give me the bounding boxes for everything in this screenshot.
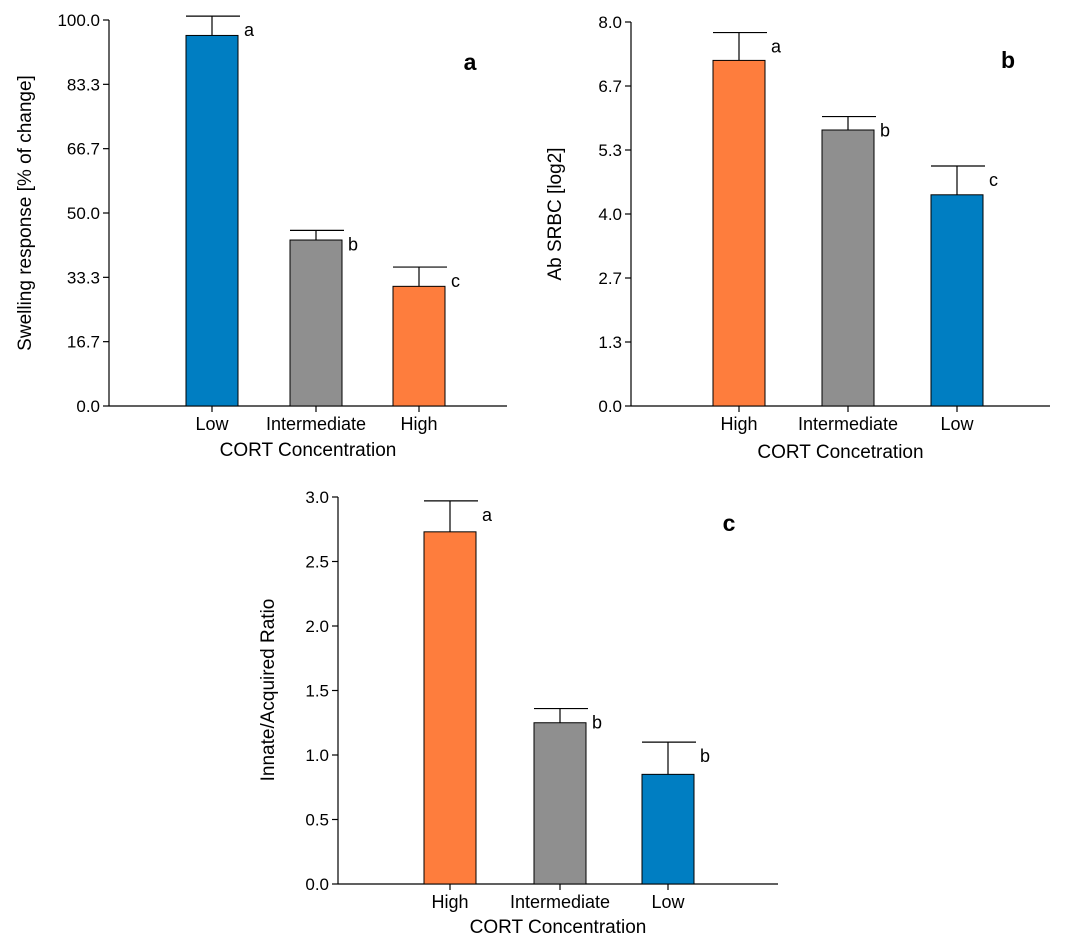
y-tick-label: 3.0 [305,488,329,507]
y-tick-label: 2.0 [305,617,329,636]
y-tick-label: 4.0 [598,205,622,224]
significance-letter: a [482,505,493,525]
significance-letter: b [348,234,358,254]
x-tick-label: Low [195,414,229,434]
significance-letter: c [989,170,998,190]
y-tick-label: 0.5 [305,811,329,830]
y-tick-label: 2.7 [598,269,622,288]
y-tick-label: 1.0 [305,746,329,765]
chart-panel-c: 0.0 0.5 1.0 1.5 2.0 2.5 3.0 a High b Intermediate b… [258,488,778,936]
significance-letter: c [451,271,460,291]
significance-letter: b [880,121,890,141]
y-tick-label: 50.0 [67,204,100,223]
y-tick-label: 0.0 [76,397,100,416]
y-tick-label: 1.5 [305,682,329,701]
y-tick-label: 8.0 [598,13,622,32]
panel-label: b [1001,47,1015,73]
x-tick-label: Intermediate [266,414,366,434]
significance-letter: a [244,20,255,40]
panel-label: c [723,510,736,536]
x-axis-title: CORT Concentration [220,440,397,461]
y-tick-label: 5.3 [598,141,622,160]
y-tick-label: 0.0 [598,397,622,416]
bar-intermediate [289,239,343,407]
bar-low [185,34,239,407]
chart-panel-b: 0.0 1.3 2.7 4.0 5.3 6.7 8.0 a High b Intermediate c… [545,13,1050,463]
x-tick-label: Low [940,414,974,434]
x-tick-label: High [431,892,468,912]
significance-letter: b [592,713,602,733]
bar-high [712,59,766,407]
bar-low [930,194,984,407]
x-axis-title: CORT Concetration [757,442,923,463]
y-tick-label: 6.7 [598,77,622,96]
bar-intermediate [533,722,587,885]
y-axis-title: Swelling response [% of change] [15,75,36,351]
x-tick-label: High [720,414,757,434]
y-tick-label: 1.3 [598,333,622,352]
chart-panel-a: 0.0 16.7 33.3 50.0 66.7 83.3 100.0 a Low b Interme… [15,11,507,461]
y-tick-label: 83.3 [67,75,100,94]
y-axis-title: Ab SRBC [log2] [545,147,566,280]
y-axis-title: Innate/Acquired Ratio [258,599,279,782]
x-tick-label: Low [651,892,685,912]
significance-letter: b [700,746,710,766]
x-tick-label: Intermediate [798,414,898,434]
x-axis-title: CORT Concentration [470,917,647,936]
x-tick-label: High [400,414,437,434]
panel-label: a [464,49,477,75]
y-tick-label: 100.0 [57,11,100,30]
significance-letter: a [771,37,782,57]
x-tick-label: Intermediate [510,892,610,912]
y-tick-label: 16.7 [67,333,100,352]
bar-low [641,773,695,885]
bar-intermediate [821,129,875,407]
bar-high [392,285,446,407]
y-tick-label: 33.3 [67,268,100,287]
bar-high [423,531,477,885]
y-tick-label: 66.7 [67,140,100,159]
y-tick-label: 0.0 [305,875,329,894]
y-tick-label: 2.5 [305,553,329,572]
